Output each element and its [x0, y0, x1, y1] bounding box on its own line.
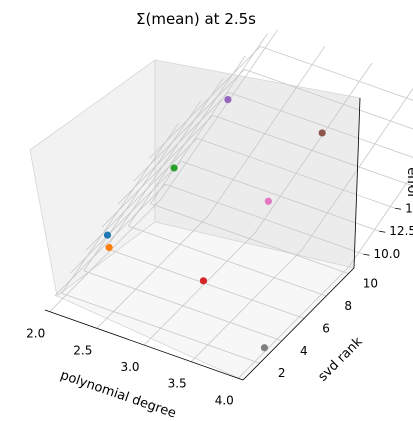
y-axis-line: [242, 267, 355, 381]
z-tick-label: 12.5: [389, 224, 413, 238]
data-point: [264, 197, 272, 205]
z-grid-line: [196, 137, 396, 209]
data-point: [318, 129, 326, 137]
y-grid-line: [105, 78, 224, 249]
data-point: [170, 164, 178, 172]
y-tick-label: 6: [322, 321, 330, 335]
z-axis-label: error: [404, 167, 413, 199]
z-tick-label: 10.0: [373, 247, 400, 261]
z-grid-line: [165, 183, 364, 255]
x-axis-line: [44, 309, 244, 381]
z-tick-mark: [410, 184, 413, 187]
z-tick-mark: [379, 230, 386, 233]
data-point: [103, 231, 112, 239]
x-grid-line: [238, 266, 350, 379]
y-axis-label: svd rank: [315, 334, 365, 384]
data-point: [199, 277, 208, 285]
y-grid-line: [61, 292, 260, 364]
z-grid-line: [228, 91, 413, 158]
y-tick-label: 10: [363, 277, 378, 291]
x-grid-line: [49, 199, 161, 312]
z-grid-line: [212, 114, 412, 186]
y-grid-line: [128, 225, 327, 297]
z-grid-line: [260, 46, 413, 101]
y-tick-label: 2: [278, 366, 286, 380]
tick-labels: 2.02.53.03.54.024681010.012.515.017.520.…: [26, 184, 413, 407]
z-grid-line: [54, 183, 166, 297]
y-grid-line: [150, 33, 268, 204]
x-grid-line: [190, 249, 303, 362]
y-grid-line: [150, 203, 349, 274]
z-grid-line: [85, 137, 198, 251]
y-grid-line: [61, 122, 179, 294]
z-grid-line: [70, 160, 182, 274]
z-axis-line: [353, 97, 361, 269]
z-grid-line: [101, 115, 214, 228]
data-points: [103, 95, 326, 352]
axes: [44, 97, 361, 381]
y-grid-line: [83, 100, 202, 272]
z-tick-label: 15.0: [405, 201, 413, 215]
z-grid-line: [133, 69, 245, 182]
y-grid-line: [83, 270, 282, 342]
x-tick-label: 2.5: [73, 343, 92, 357]
data-point: [260, 344, 269, 352]
z-grid-line: [181, 160, 380, 232]
x-axis-label: polynomial degree: [58, 368, 178, 421]
z-grid-line: [149, 46, 261, 159]
x-grid-line: [207, 46, 326, 217]
y-tick-label: 4: [300, 344, 308, 358]
x-grid-line: [96, 216, 209, 329]
z-grid-line: [244, 68, 413, 130]
y-grid-line: [127, 55, 246, 227]
data-point: [224, 95, 232, 104]
x-grid-line: [301, 87, 413, 250]
grid-lines: [49, 29, 413, 379]
x-grid-line: [254, 62, 373, 234]
x-grid-line: [348, 173, 413, 267]
z-tick-mark: [395, 207, 402, 210]
z-grid-line: [117, 92, 230, 205]
x-tick-label: 4.0: [215, 393, 234, 407]
chart-title: Σ(mean) at 2.5s: [136, 10, 256, 28]
y-tick-label: 8: [344, 299, 352, 313]
x-tick-label: 3.0: [120, 360, 139, 374]
x-grid-line: [143, 232, 256, 346]
x-tick-label: 2.0: [26, 327, 45, 341]
data-point: [105, 243, 113, 252]
x-tick-label: 3.5: [168, 377, 187, 391]
z-tick-mark: [363, 253, 370, 256]
x-grid-line: [160, 29, 279, 200]
